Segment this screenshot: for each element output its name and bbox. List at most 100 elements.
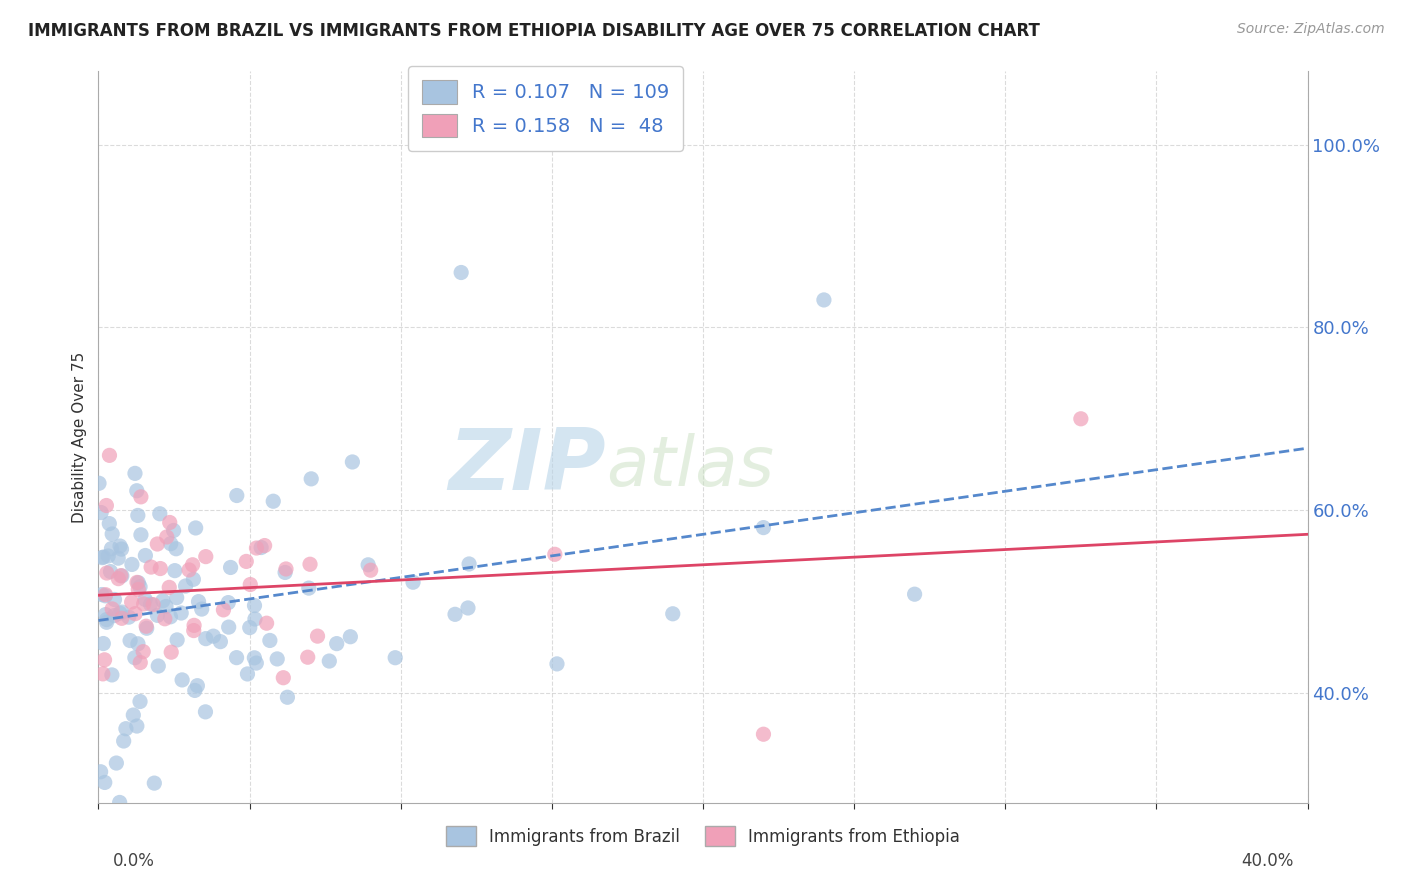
Point [129, 656, 152, 670]
Point [202, 629, 225, 643]
Point [342, 455, 364, 469]
Point [384, 650, 406, 665]
Point [546, 657, 568, 671]
Point [125, 719, 148, 733]
Point [103, 608, 125, 623]
Point [91, 636, 114, 650]
Point [134, 592, 156, 607]
Point [307, 629, 329, 643]
Point [101, 602, 124, 616]
Point [174, 579, 197, 593]
Point [181, 558, 204, 572]
Point [110, 568, 132, 582]
Point [108, 606, 131, 620]
Point [129, 580, 152, 594]
Point [124, 467, 146, 481]
Point [96, 499, 118, 513]
Point [218, 620, 240, 634]
Point [299, 558, 322, 572]
Point [142, 598, 165, 612]
Text: 0.0%: 0.0% [112, 852, 155, 870]
Point [170, 606, 193, 620]
Point [298, 581, 321, 595]
Text: IMMIGRANTS FROM BRAZIL VS IMMIGRANTS FROM ETHIOPIA DISABILITY AGE OVER 75 CORREL: IMMIGRANTS FROM BRAZIL VS IMMIGRANTS FRO… [28, 22, 1040, 40]
Point [458, 557, 481, 571]
Point [194, 705, 217, 719]
Point [135, 619, 157, 633]
Point [450, 266, 472, 280]
Point [904, 587, 927, 601]
Point [186, 679, 208, 693]
Legend: Immigrants from Brazil, Immigrants from Ethiopia: Immigrants from Brazil, Immigrants from … [439, 820, 967, 853]
Point [179, 563, 201, 577]
Point [118, 610, 141, 624]
Point [253, 539, 276, 553]
Point [259, 633, 281, 648]
Point [457, 601, 479, 615]
Point [262, 494, 284, 508]
Point [129, 528, 152, 542]
Point [256, 616, 278, 631]
Point [166, 591, 188, 605]
Point [299, 472, 322, 486]
Point [163, 564, 186, 578]
Point [156, 530, 179, 544]
Point [297, 650, 319, 665]
Point [97, 549, 120, 563]
Point [91, 550, 114, 565]
Point [194, 632, 217, 646]
Point [120, 633, 142, 648]
Point [813, 293, 835, 307]
Point [139, 597, 162, 611]
Point [105, 756, 128, 770]
Point [134, 549, 156, 563]
Point [276, 690, 298, 705]
Point [184, 683, 207, 698]
Point [159, 536, 181, 550]
Point [194, 549, 217, 564]
Point [87, 476, 110, 491]
Point [127, 637, 149, 651]
Point [165, 541, 187, 556]
Point [444, 607, 467, 622]
Point [149, 507, 172, 521]
Point [100, 541, 122, 556]
Point [225, 650, 247, 665]
Point [94, 589, 117, 603]
Point [217, 596, 239, 610]
Text: 40.0%: 40.0% [1241, 852, 1294, 870]
Point [108, 796, 131, 810]
Point [273, 671, 295, 685]
Point [122, 708, 145, 723]
Point [112, 734, 135, 748]
Point [111, 605, 134, 619]
Point [96, 566, 118, 580]
Point [209, 634, 232, 648]
Point [107, 551, 129, 566]
Point [318, 654, 340, 668]
Point [127, 508, 149, 523]
Point [148, 659, 170, 673]
Point [98, 516, 121, 531]
Text: atlas: atlas [606, 433, 775, 500]
Point [149, 561, 172, 575]
Point [159, 609, 181, 624]
Point [172, 673, 194, 687]
Point [212, 603, 235, 617]
Point [357, 558, 380, 572]
Point [124, 650, 146, 665]
Point [125, 483, 148, 498]
Point [235, 554, 257, 568]
Point [160, 645, 183, 659]
Point [184, 521, 207, 535]
Point [96, 615, 118, 630]
Text: ZIP: ZIP [449, 425, 606, 508]
Point [339, 630, 361, 644]
Point [108, 539, 131, 553]
Point [111, 611, 134, 625]
Point [94, 775, 117, 789]
Point [661, 607, 683, 621]
Point [159, 516, 181, 530]
Point [101, 527, 124, 541]
Point [143, 776, 166, 790]
